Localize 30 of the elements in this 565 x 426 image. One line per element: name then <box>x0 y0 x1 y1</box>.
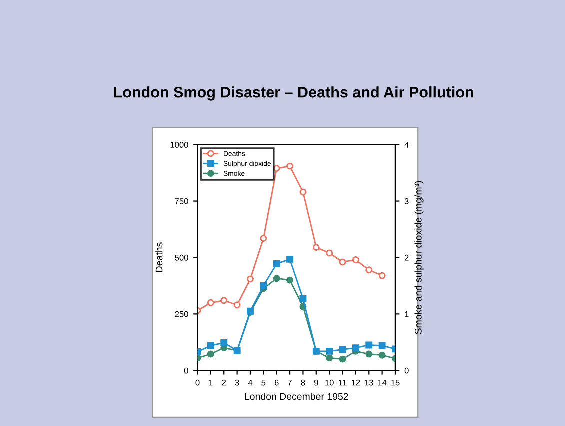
x-tick-label: 9 <box>314 380 318 386</box>
x-tick-label: 7 <box>288 380 292 386</box>
x-tick-label: 13 <box>365 380 374 386</box>
y-tick-label: 500 <box>175 254 188 261</box>
chart-title: London Smog Disaster – Deaths and Air Pollution <box>114 86 474 101</box>
y-tick-label: 250 <box>175 311 188 318</box>
x-tick-label: 0 <box>196 380 200 386</box>
x-tick-label: 8 <box>301 380 306 386</box>
y-axis-title: Deaths <box>156 242 163 272</box>
x-tick-label: 12 <box>352 380 360 386</box>
x-axis-title: London December 1952 <box>245 392 348 400</box>
x-tick-label: 3 <box>235 380 240 386</box>
y2-tick-label: 4 <box>404 142 409 148</box>
y-tick-label: 1000 <box>170 142 188 148</box>
x-tick-label: 1 <box>209 380 213 386</box>
x-tick-label: 4 <box>248 380 253 386</box>
y2-tick-label: 3 <box>404 198 409 204</box>
x-tick-label: 14 <box>378 380 387 386</box>
y2-tick-label: 0 <box>404 368 409 374</box>
x-tick-label: 11 <box>339 380 347 386</box>
x-tick-label: 6 <box>274 380 279 386</box>
x-tick-label: 2 <box>222 380 226 386</box>
y-tick-label: 750 <box>175 198 188 204</box>
y2-tick-label: 1 <box>405 311 409 318</box>
y2-axis-title: Smoke and sulphur dioxide (mg/m³) <box>414 181 424 334</box>
x-tick-label: 15 <box>392 380 400 386</box>
x-tick-label: 5 <box>262 380 266 386</box>
y2-tick-label: 2 <box>404 254 409 261</box>
x-tick-label: 10 <box>326 380 334 386</box>
y-tick-label: 0 <box>184 368 188 374</box>
